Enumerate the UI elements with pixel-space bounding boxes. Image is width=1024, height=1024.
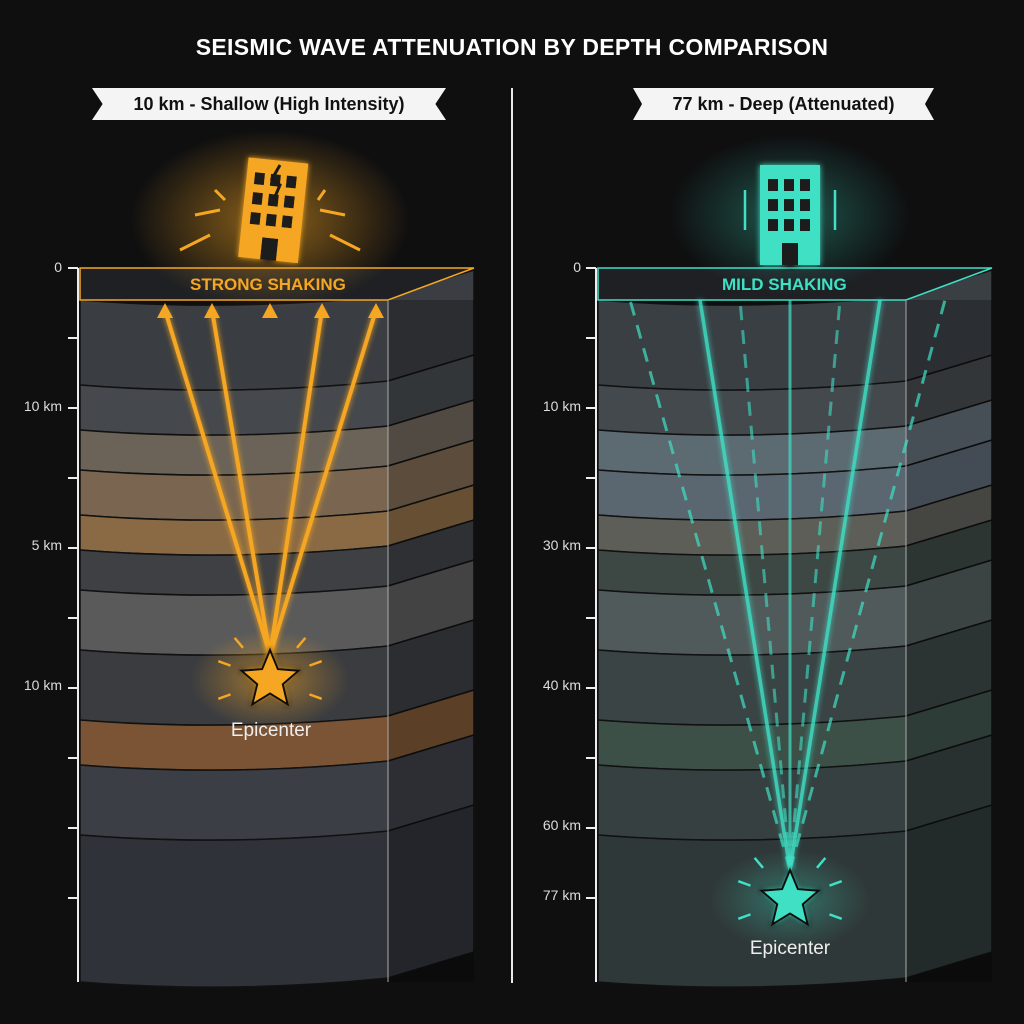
- window: [784, 199, 794, 211]
- seismic-wave-arrow: [268, 309, 378, 656]
- arrowhead: [262, 303, 278, 318]
- left-axis-label: 5 km: [31, 537, 62, 553]
- seismic-wave-line: [788, 299, 882, 871]
- side-shade: [906, 300, 992, 982]
- left-axis-label: 10 km: [23, 677, 62, 693]
- burst-ray: [753, 857, 764, 869]
- burst-ray: [737, 880, 751, 887]
- door: [260, 237, 279, 261]
- arrowhead: [204, 303, 220, 318]
- page-title: SEISMIC WAVE ATTENUATION BY DEPTH COMPAR…: [195, 34, 829, 60]
- seismic-wave-arrow: [268, 309, 324, 656]
- arrowhead: [314, 303, 330, 318]
- soil-layer: [79, 803, 475, 988]
- window: [768, 219, 778, 231]
- shake-burst: [194, 208, 221, 217]
- right-axis-label: 77 km: [542, 887, 581, 903]
- window: [265, 213, 277, 227]
- epicenter-star-icon: [239, 647, 301, 707]
- window: [800, 219, 810, 231]
- burst-ray: [816, 857, 827, 869]
- window: [267, 193, 279, 207]
- window: [784, 179, 794, 191]
- building-icon: [760, 165, 820, 265]
- shake-burst: [213, 188, 227, 202]
- right-soil-block: [586, 267, 993, 988]
- burst-ray: [309, 660, 323, 667]
- crack: [270, 164, 282, 200]
- left-panel-banner: 10 km - Shallow (High Intensity): [92, 88, 446, 120]
- window: [285, 175, 297, 189]
- attenuated-wave-dashed: [628, 299, 792, 871]
- window: [249, 211, 261, 225]
- panel-divider: [511, 88, 513, 983]
- attenuated-wave-dashed: [788, 299, 947, 871]
- shake-burst: [316, 189, 327, 201]
- arrowhead: [368, 303, 384, 318]
- seismic-wave-arrow: [163, 309, 272, 656]
- burst-ray: [233, 637, 244, 649]
- left-axis-label: 10 km: [23, 398, 62, 414]
- burst-ray: [829, 913, 843, 920]
- window: [283, 195, 295, 209]
- burst-ray: [217, 660, 231, 667]
- left-epicenter-label: Epicenter: [230, 720, 312, 741]
- cracked-building-icon: [238, 157, 309, 264]
- strong-shaking-label: STRONG SHAKING: [190, 275, 346, 294]
- right-axis-label: 30 km: [542, 537, 581, 553]
- window: [768, 179, 778, 191]
- burst-ray: [296, 637, 307, 649]
- right-axis-label: 10 km: [542, 398, 581, 414]
- door: [782, 243, 798, 265]
- window: [800, 179, 810, 191]
- window: [800, 199, 810, 211]
- right-axis-label: 40 km: [542, 677, 581, 693]
- right-epicenter-label: Epicenter: [749, 938, 831, 959]
- window: [251, 192, 263, 206]
- shake-burst: [179, 233, 211, 252]
- right-panel-banner: 77 km - Deep (Attenuated): [633, 88, 934, 120]
- right-axis-label: 0: [573, 259, 581, 275]
- side-shade: [388, 300, 474, 982]
- seismic-wave-line: [698, 299, 792, 871]
- seismic-wave-arrow: [210, 309, 272, 656]
- arrowhead: [157, 303, 173, 318]
- burst-ray: [217, 693, 231, 700]
- mild-shaking-label: MILD SHAKING: [722, 275, 847, 294]
- burst-ray: [309, 693, 323, 700]
- burst-ray: [737, 913, 751, 920]
- window: [768, 199, 778, 211]
- shake-burst: [319, 208, 346, 217]
- burst-ray: [829, 880, 843, 887]
- window: [281, 215, 293, 229]
- shake-burst: [329, 233, 361, 252]
- epicenter-star-icon: [759, 867, 821, 927]
- left-axis-label: 0: [54, 259, 62, 275]
- right-axis-label: 60 km: [542, 817, 581, 833]
- window: [253, 172, 266, 186]
- window: [784, 219, 794, 231]
